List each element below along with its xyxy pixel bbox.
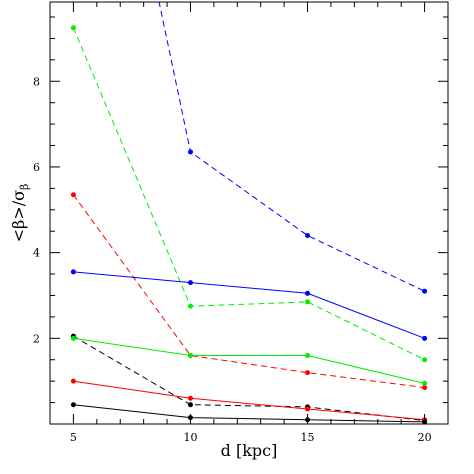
- data-point: [305, 406, 311, 412]
- data-point: [422, 357, 428, 363]
- data-point: [70, 402, 76, 408]
- data-point: [70, 378, 76, 384]
- y-axis-label: <β>/σβ: [9, 184, 31, 243]
- data-point: [187, 280, 193, 286]
- data-point: [422, 385, 428, 391]
- plot-frame: [49, 1, 449, 425]
- data-point: [422, 380, 428, 386]
- x-tick-label: 20: [418, 431, 432, 444]
- series-line-2: [72, 27, 425, 361]
- y-tick-label: 8: [33, 75, 40, 88]
- data-point: [305, 370, 311, 376]
- series-line-5: [73, 271, 425, 339]
- x-tick-label: 15: [301, 431, 315, 444]
- y-tick-label: 2: [33, 332, 40, 345]
- x-tick-label: 5: [70, 431, 77, 444]
- data-point: [422, 335, 428, 341]
- data-point: [187, 303, 193, 309]
- x-tick-label: 10: [183, 431, 197, 444]
- data-point: [187, 395, 193, 401]
- series-line-1: [158, 2, 425, 292]
- y-tick-label: 6: [33, 161, 40, 174]
- series-line-3: [72, 194, 425, 389]
- x-axis-label: d [kpc]: [221, 441, 278, 460]
- data-point: [187, 149, 193, 155]
- series-line-7: [73, 380, 425, 421]
- data-point: [187, 352, 193, 358]
- data-point: [70, 192, 76, 198]
- data-point: [305, 352, 311, 358]
- data-point: [187, 402, 193, 408]
- series-line-6: [73, 337, 425, 384]
- data-point: [70, 25, 76, 31]
- data-point: [70, 335, 76, 341]
- series-line-4: [73, 335, 425, 422]
- data-point: [422, 288, 428, 294]
- data-point: [70, 269, 76, 275]
- data-point: [305, 299, 311, 305]
- data-point: [305, 232, 311, 238]
- series-line-8: [73, 404, 425, 423]
- data-point: [305, 290, 311, 296]
- y-tick-label: 4: [33, 247, 40, 260]
